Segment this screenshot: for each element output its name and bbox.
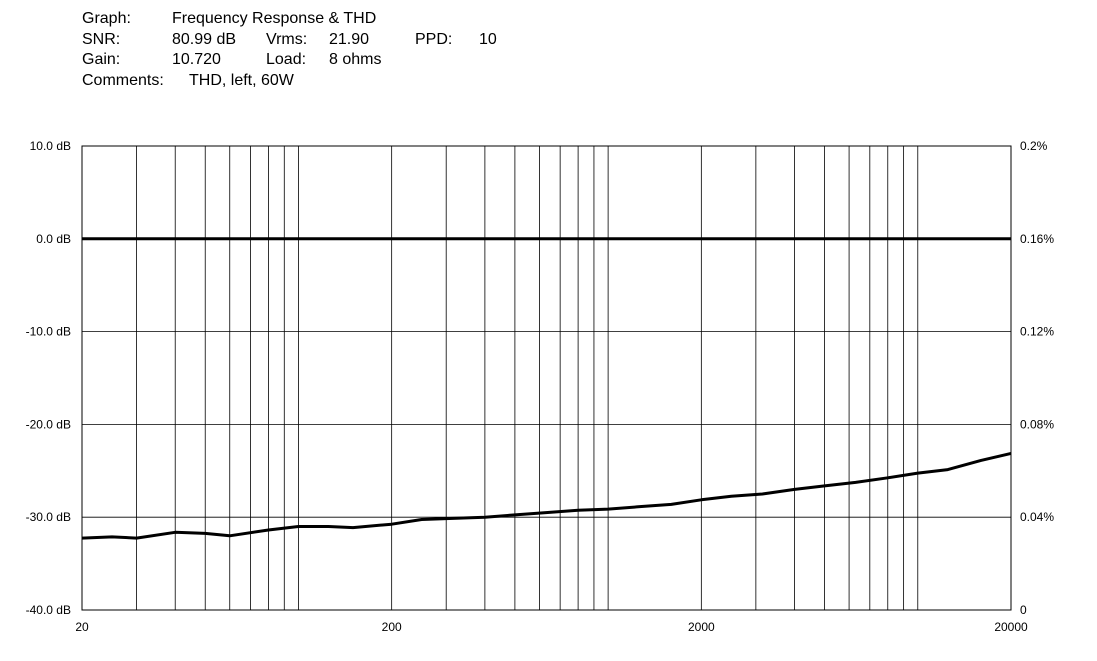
series-lines bbox=[81, 237, 1012, 540]
y-left-tick-labels: 10.0 dB 0.0 dB -10.0 dB -20.0 dB -30.0 dB -40… bbox=[26, 139, 71, 617]
y-right-tick-label: 0.08% bbox=[1020, 417, 1054, 431]
snr-value: 80.99 dB bbox=[172, 30, 237, 48]
graph-title: Frequency Response & THD bbox=[172, 10, 377, 27]
graph-label: Graph: bbox=[82, 10, 131, 27]
y-gridlines bbox=[82, 238, 1011, 518]
load-value: 8 ohms bbox=[329, 51, 382, 68]
comments-label: Comments: bbox=[82, 71, 164, 89]
x-tick-labels: 20 200 2000 20000 bbox=[75, 620, 1028, 634]
y-left-tick-label: 0.0 dB bbox=[36, 232, 71, 246]
y-right-tick-labels: 0.2% 0.16% 0.12% 0.08% 0.04% 0 bbox=[1020, 139, 1054, 617]
gain-value: 10.720 bbox=[172, 51, 221, 68]
y-right-tick-label: 0.2% bbox=[1020, 139, 1048, 153]
y-left-tick-label: -40.0 dB bbox=[26, 603, 71, 617]
y-right-tick-label: 0.04% bbox=[1020, 510, 1054, 524]
vrms-value: 21.90 bbox=[329, 30, 370, 48]
ppd-value: 10 bbox=[479, 30, 497, 48]
x-tick-label: 2000 bbox=[688, 620, 715, 634]
x-tick-label: 20000 bbox=[994, 620, 1028, 634]
x-gridlines bbox=[136, 146, 919, 610]
y-left-tick-label: -30.0 dB bbox=[26, 510, 71, 524]
thd-line bbox=[81, 451, 1012, 540]
y-left-tick-label: 10.0 dB bbox=[30, 139, 71, 153]
ppd-label: PPD: bbox=[415, 30, 453, 48]
plot-frame bbox=[81, 145, 1012, 611]
comments-value: THD, left, 60W bbox=[189, 71, 294, 89]
load-label: Load: bbox=[266, 51, 307, 68]
y-left-tick-label: -20.0 dB bbox=[26, 417, 71, 431]
gain-label: Gain: bbox=[82, 51, 121, 68]
y-right-tick-label: 0.12% bbox=[1020, 325, 1054, 339]
y-left-tick-label: -10.0 dB bbox=[26, 325, 71, 339]
snr-label: SNR: bbox=[82, 30, 121, 48]
x-tick-label: 200 bbox=[382, 620, 402, 634]
y-right-tick-label: 0 bbox=[1020, 603, 1027, 617]
x-tick-label: 20 bbox=[75, 620, 89, 634]
y-right-tick-label: 0.16% bbox=[1020, 232, 1054, 246]
vrms-label: Vrms: bbox=[266, 30, 308, 48]
